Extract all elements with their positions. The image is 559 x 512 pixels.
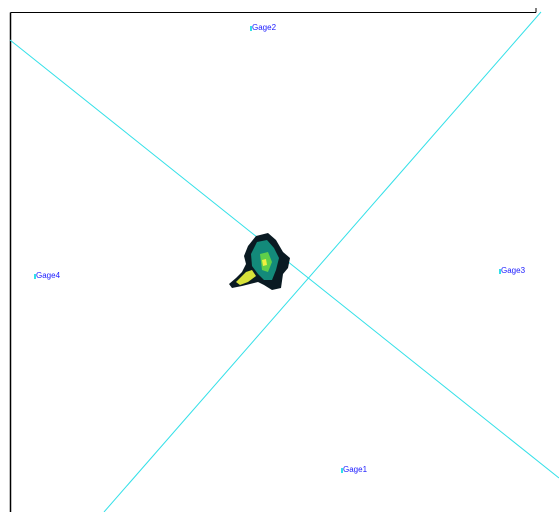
gage-marker <box>499 269 501 274</box>
basin <box>229 233 290 290</box>
gage-marker <box>341 468 343 473</box>
basin-outlet <box>236 270 256 285</box>
division-line <box>103 11 542 512</box>
gage-marker <box>250 26 252 31</box>
basin-peak <box>262 259 267 266</box>
gage-label: Gage4 <box>36 271 61 280</box>
gage-marker <box>34 274 36 279</box>
gage-label: Gage2 <box>252 23 277 32</box>
gage-label: Gage3 <box>501 266 526 275</box>
gage-label: Gage1 <box>343 465 368 474</box>
